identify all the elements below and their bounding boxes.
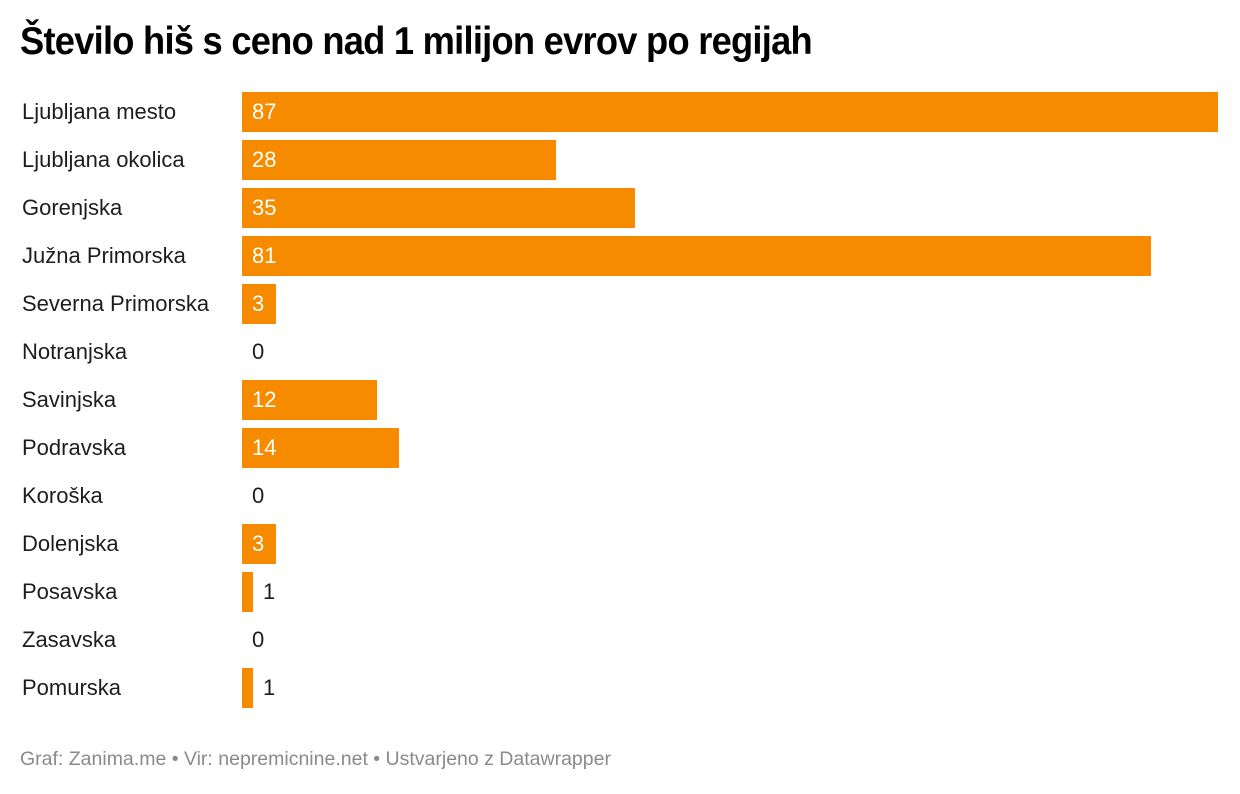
value-label: 87 <box>252 99 277 124</box>
category-label: Notranjska <box>22 339 128 364</box>
category-label: Ljubljana okolica <box>22 147 185 172</box>
bar-row: Notranjska 0 <box>22 332 1222 380</box>
bar-row: Savinjska 12 <box>22 380 1222 428</box>
bar <box>242 140 556 180</box>
bar-row: Dolenjska 3 <box>22 524 1222 572</box>
value-label: 12 <box>252 387 277 412</box>
value-label: 1 <box>263 675 276 700</box>
category-label: Posavska <box>22 579 118 604</box>
bar-row: Južna Primorska 81 <box>22 236 1222 284</box>
bar <box>242 92 1218 132</box>
bar <box>242 380 377 420</box>
value-label: 0 <box>252 339 265 364</box>
category-label: Zasavska <box>22 627 117 652</box>
bar-row: Podravska 14 <box>22 428 1222 476</box>
value-label: 14 <box>252 435 277 460</box>
bar <box>242 188 635 228</box>
chart-footer-source: Graf: Zanima.me • Vir: nepremicnine.net … <box>20 748 611 770</box>
bar-chart: Ljubljana mesto 87 Ljubljana okolica 28 Gore… <box>22 92 1222 716</box>
category-label: Pomurska <box>22 675 122 700</box>
bar <box>242 572 253 612</box>
bar-row: Ljubljana okolica 28 <box>22 140 1222 188</box>
value-label: 81 <box>252 243 277 268</box>
value-label: 0 <box>252 627 265 652</box>
value-label: 1 <box>263 579 276 604</box>
value-label: 0 <box>252 483 265 508</box>
category-label: Severna Primorska <box>22 291 210 316</box>
category-label: Podravska <box>22 435 126 460</box>
bar <box>242 236 1151 276</box>
value-label: 3 <box>252 531 265 556</box>
category-label: Koroška <box>22 483 103 508</box>
bar-row: Koroška 0 <box>22 476 1222 524</box>
category-label: Dolenjska <box>22 531 119 556</box>
category-label: Savinjska <box>22 387 117 412</box>
bar-row: Severna Primorska 3 <box>22 284 1222 332</box>
category-label: Južna Primorska <box>22 243 186 268</box>
bar-row: Posavska 1 <box>22 572 1222 620</box>
bar <box>242 668 253 708</box>
bar <box>242 428 399 468</box>
value-label: 28 <box>252 147 277 172</box>
bar-row: Zasavska 0 <box>22 620 1222 668</box>
category-label: Gorenjska <box>22 195 123 220</box>
bar <box>242 524 276 564</box>
value-label: 35 <box>252 195 277 220</box>
bar-row: Gorenjska 35 <box>22 188 1222 236</box>
bar-row: Ljubljana mesto 87 <box>22 92 1222 140</box>
category-label: Ljubljana mesto <box>22 99 177 124</box>
bar-row: Pomurska 1 <box>22 668 1222 716</box>
value-label: 3 <box>252 291 265 316</box>
bar <box>242 284 276 324</box>
chart-title: Število hiš s ceno nad 1 milijon evrov p… <box>20 20 813 63</box>
